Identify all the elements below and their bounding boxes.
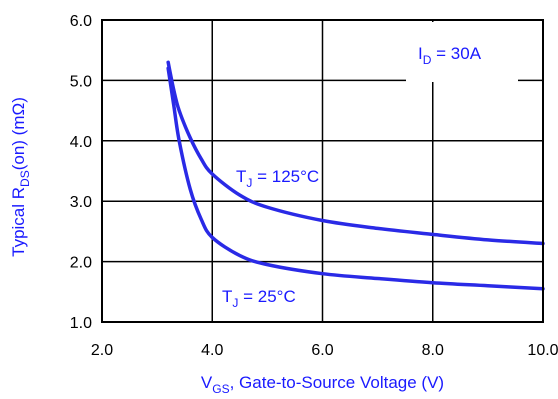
- y-axis-label-pre: Typical R: [9, 187, 28, 257]
- y-axis-label: Typical RDS(on) (mΩ): [9, 97, 32, 257]
- tick-labels: 2.0 4.0 6.0 8.0 10.0 1.0 2.0 3.0 4.0 5.0 6.0: [70, 13, 558, 359]
- series-label-125c-post: = 125°C: [252, 167, 319, 186]
- annotation-box: [406, 22, 518, 82]
- x-tick-label: 2.0: [91, 342, 113, 359]
- series-label-125c-pre: T: [236, 167, 246, 186]
- x-tick-label: 4.0: [201, 342, 223, 359]
- annotation-sub: D: [423, 53, 432, 67]
- series-line-125c: [166, 60, 545, 246]
- y-tick-label: 5.0: [70, 73, 92, 90]
- series-label-25c-post: = 25°C: [238, 287, 295, 306]
- series-label-25c-sub: J: [232, 296, 238, 310]
- x-tick-label: 6.0: [311, 342, 333, 359]
- x-axis-label-sub: GS: [212, 382, 229, 396]
- series-label-25c-pre: T: [222, 287, 232, 306]
- x-tick-label: 10.0: [527, 342, 558, 359]
- x-axis-label-main: V: [201, 373, 213, 392]
- annotation-pre: I: [418, 44, 423, 63]
- y-tick-label: 4.0: [70, 134, 92, 151]
- y-axis-label-post: (on) (mΩ): [9, 97, 28, 170]
- series-lines: [166, 60, 545, 291]
- series-label-25c: TJ = 25°C: [222, 287, 296, 310]
- series-label-125c: TJ = 125°C: [236, 167, 319, 190]
- y-tick-label: 3.0: [70, 194, 92, 211]
- series-line-25c: [166, 66, 545, 291]
- y-tick-label: 2.0: [70, 255, 92, 272]
- x-tick-label: 8.0: [422, 342, 444, 359]
- annotation-current: ID = 30A: [418, 44, 482, 67]
- y-tick-label: 1.0: [70, 315, 92, 332]
- plot-frame: [101, 19, 544, 323]
- y-axis-label-sub: DS: [18, 170, 32, 187]
- x-axis-label-rest: , Gate-to-Source Voltage (V): [230, 373, 445, 392]
- annotation-post: = 30A: [431, 44, 481, 63]
- x-axis-label: VGS, Gate-to-Source Voltage (V): [201, 373, 444, 396]
- y-tick-label: 6.0: [70, 13, 92, 30]
- series-label-125c-sub: J: [246, 176, 252, 190]
